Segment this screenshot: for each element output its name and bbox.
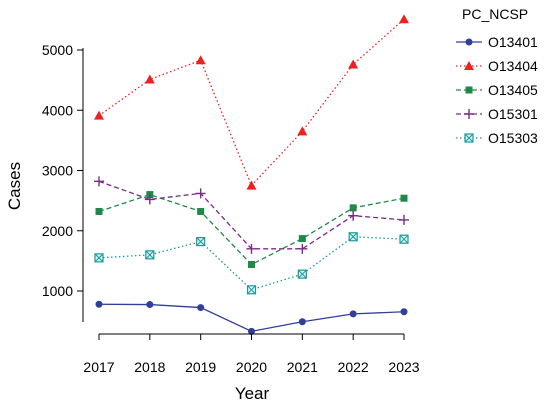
data-point-O15301 [94,176,104,187]
data-point-O15303 [348,232,358,242]
y-tick-label: 3000 [42,163,73,179]
legend-label: O13405 [488,82,538,98]
data-point-O15303 [94,253,104,263]
data-point-O13404 [297,126,308,136]
y-tick-label: 5000 [42,42,73,58]
plot-area [94,14,409,335]
y-axis: 1000 2000 3000 4000 5000 [42,42,84,322]
data-point-O13401 [349,310,357,318]
data-point-O15303 [196,236,206,247]
data-point-O13401 [248,327,255,335]
data-point-O13401 [298,318,306,326]
data-point-O13401 [146,301,154,309]
data-point-O15301 [399,214,409,225]
data-point-O15301 [348,210,359,221]
x-tick-label: 2021 [287,359,318,375]
legend-title: PC_NCSP [462,6,528,22]
data-point-O13401 [400,308,408,316]
legend-label: O13404 [488,58,538,74]
legend-marker [464,133,474,143]
data-point-O13405 [95,207,103,215]
x-tick-label: 2019 [185,359,216,375]
series-line-O13404 [98,18,405,187]
x-tick-label: 2017 [83,359,114,375]
data-point-O13401 [197,304,205,312]
legend-label: O15301 [488,106,538,122]
x-tick-label: 2023 [388,359,419,375]
data-point-O13404 [348,59,359,69]
series-line-O13405 [98,193,405,266]
data-point-O13404 [246,180,257,190]
data-point-O15303 [297,269,307,279]
legend: PC_NCSP O13401 O13404 O13405 O15301 O15303 [456,6,538,146]
data-point-O15301 [297,243,308,254]
data-point-O15303 [145,250,155,260]
data-point-O13405 [197,207,205,215]
x-tick-label: 2018 [134,359,165,375]
y-tick-label: 2000 [42,223,73,239]
data-point-O15301 [195,188,206,199]
data-point-O13404 [399,14,409,24]
x-axis-title: Year [235,384,270,403]
x-axis: 2017 2018 2019 2020 2021 2022 2023 [83,333,420,375]
data-point-O13405 [349,204,357,212]
x-tick-label: 2020 [236,359,267,375]
series-line-O15301 [98,180,405,250]
legend-marker [465,38,473,46]
data-point-O15303 [246,285,257,295]
data-point-O13405 [298,235,306,243]
legend-label: O13401 [488,34,538,50]
data-point-O15301 [246,243,257,254]
legend-marker [464,61,474,70]
series-line-O13401 [98,303,405,333]
data-point-O13404 [94,110,104,120]
data-point-O13401 [95,300,103,308]
x-tick-label: 2022 [338,359,369,375]
data-point-O13404 [144,74,155,84]
legend-marker [464,109,474,119]
y-axis-title: Cases [5,162,24,210]
data-point-O13405 [400,194,408,202]
data-point-O15303 [399,234,409,244]
y-tick-label: 4000 [42,102,73,118]
data-point-O15301 [144,194,155,205]
y-tick-label: 1000 [42,283,73,299]
legend-label: O15303 [488,130,538,146]
data-point-O13405 [248,260,255,268]
data-point-O13404 [195,55,206,65]
legend-marker [465,86,473,94]
